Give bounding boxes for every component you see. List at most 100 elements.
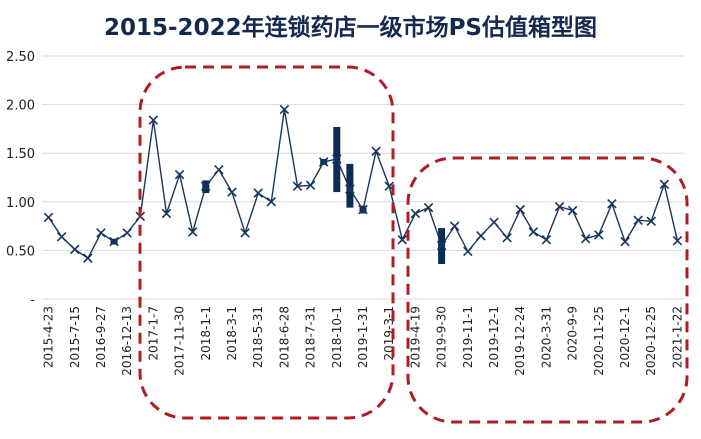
data-point	[633, 215, 643, 226]
marker-stroke	[83, 253, 93, 263]
x-tick-label: 2017-11-30	[173, 306, 187, 376]
marker-stroke	[305, 180, 316, 191]
data-point	[489, 217, 499, 227]
marker-stroke	[358, 204, 368, 215]
data-point	[187, 227, 198, 237]
highlight-region-left	[138, 65, 395, 420]
marker-stroke	[463, 246, 473, 257]
marker-stroke	[266, 197, 277, 207]
y-tick-label: 2.00	[6, 99, 35, 114]
y-tick-label: 0.50	[6, 244, 35, 259]
marker-stroke	[240, 228, 250, 238]
data-point	[345, 184, 355, 194]
data-point	[502, 232, 512, 243]
data-point	[449, 221, 460, 231]
marker-stroke	[122, 228, 132, 238]
data-point	[292, 181, 303, 192]
marker-stroke	[345, 184, 355, 194]
marker-stroke	[476, 231, 486, 241]
data-point	[554, 201, 565, 212]
data-point	[279, 104, 290, 115]
x-tick-label: 2018-5-31	[251, 306, 265, 368]
data-points	[43, 104, 683, 263]
y-tick-label: 1.00	[6, 196, 35, 211]
data-point	[148, 115, 159, 125]
highlight-region-right	[406, 156, 689, 424]
data-point	[318, 157, 329, 167]
marker-stroke	[43, 212, 54, 223]
box-markers	[110, 126, 446, 265]
x-tick-label: 2020-11-25	[592, 306, 606, 376]
data-point	[214, 164, 224, 175]
data-point	[109, 236, 119, 247]
data-point	[371, 146, 381, 157]
marker-stroke	[436, 240, 447, 251]
data-point	[201, 181, 211, 192]
marker-stroke	[253, 188, 263, 198]
x-tick-label: 2019-4-19	[408, 306, 422, 368]
data-point	[607, 198, 617, 209]
data-point	[305, 180, 316, 191]
data-point	[659, 179, 670, 190]
marker-stroke	[620, 236, 630, 247]
data-point	[240, 228, 250, 238]
data-point	[69, 244, 80, 255]
x-tick-label: 2016-9-27	[94, 306, 108, 368]
marker-stroke	[659, 179, 670, 190]
marker-stroke	[109, 236, 119, 247]
marker-stroke	[397, 234, 408, 245]
y-tick-label: 2.50	[6, 50, 35, 65]
x-tick-label: 2020-12-1	[618, 306, 632, 368]
marker-stroke	[384, 181, 394, 192]
data-point	[672, 235, 683, 246]
data-point	[43, 212, 54, 223]
marker-stroke	[279, 104, 290, 115]
x-tick-label: 2015-7-15	[68, 306, 82, 368]
data-point	[620, 236, 630, 247]
x-tick-label: 2019-12-24	[513, 306, 527, 376]
data-point	[358, 204, 368, 215]
marker-stroke	[580, 233, 591, 244]
data-point	[567, 205, 578, 216]
data-point	[541, 234, 552, 245]
marker-stroke	[318, 157, 329, 167]
x-tick-label: 2016-12-13	[120, 306, 134, 376]
data-point	[594, 230, 604, 240]
marker-stroke	[56, 232, 67, 242]
gridlines	[42, 55, 684, 300]
data-point	[646, 216, 657, 227]
x-tick-label: 2021-1-22	[670, 306, 684, 368]
x-tick-label: 2019-11-1	[461, 306, 475, 368]
marker-stroke	[214, 164, 224, 175]
data-point	[266, 197, 277, 207]
x-tick-label: 2018-6-28	[277, 306, 291, 368]
data-point	[423, 202, 434, 213]
data-point	[174, 169, 185, 180]
marker-stroke	[528, 227, 539, 237]
marker-stroke	[489, 217, 499, 227]
y-tick-label: 1.50	[6, 147, 35, 162]
marker-stroke	[201, 181, 211, 192]
x-tick-label: 2018-1-1	[199, 306, 213, 360]
data-point	[227, 187, 237, 197]
x-tick-label: 2018-7-31	[304, 306, 318, 368]
x-tick-label: 2019-1-31	[356, 306, 370, 368]
y-axis-ticks: - 0.50 1.00 1.50 2.00 2.50	[6, 50, 35, 308]
marker-stroke	[633, 215, 643, 226]
marker-stroke	[515, 204, 525, 215]
data-point	[436, 240, 447, 251]
marker-stroke	[646, 216, 657, 227]
x-tick-label: 2015-4-23	[42, 306, 56, 368]
x-tick-label: 2018-10-1	[330, 306, 344, 368]
marker-stroke	[594, 230, 604, 240]
marker-stroke	[96, 228, 106, 238]
data-point	[528, 227, 539, 237]
marker-stroke	[161, 208, 172, 219]
marker-stroke	[174, 169, 185, 180]
x-tick-label: 2020-3-31	[539, 306, 553, 368]
marker-stroke	[292, 181, 303, 192]
marker-stroke	[69, 244, 80, 255]
data-point	[122, 228, 132, 238]
x-tick-label: 2020-9-9	[566, 306, 580, 360]
